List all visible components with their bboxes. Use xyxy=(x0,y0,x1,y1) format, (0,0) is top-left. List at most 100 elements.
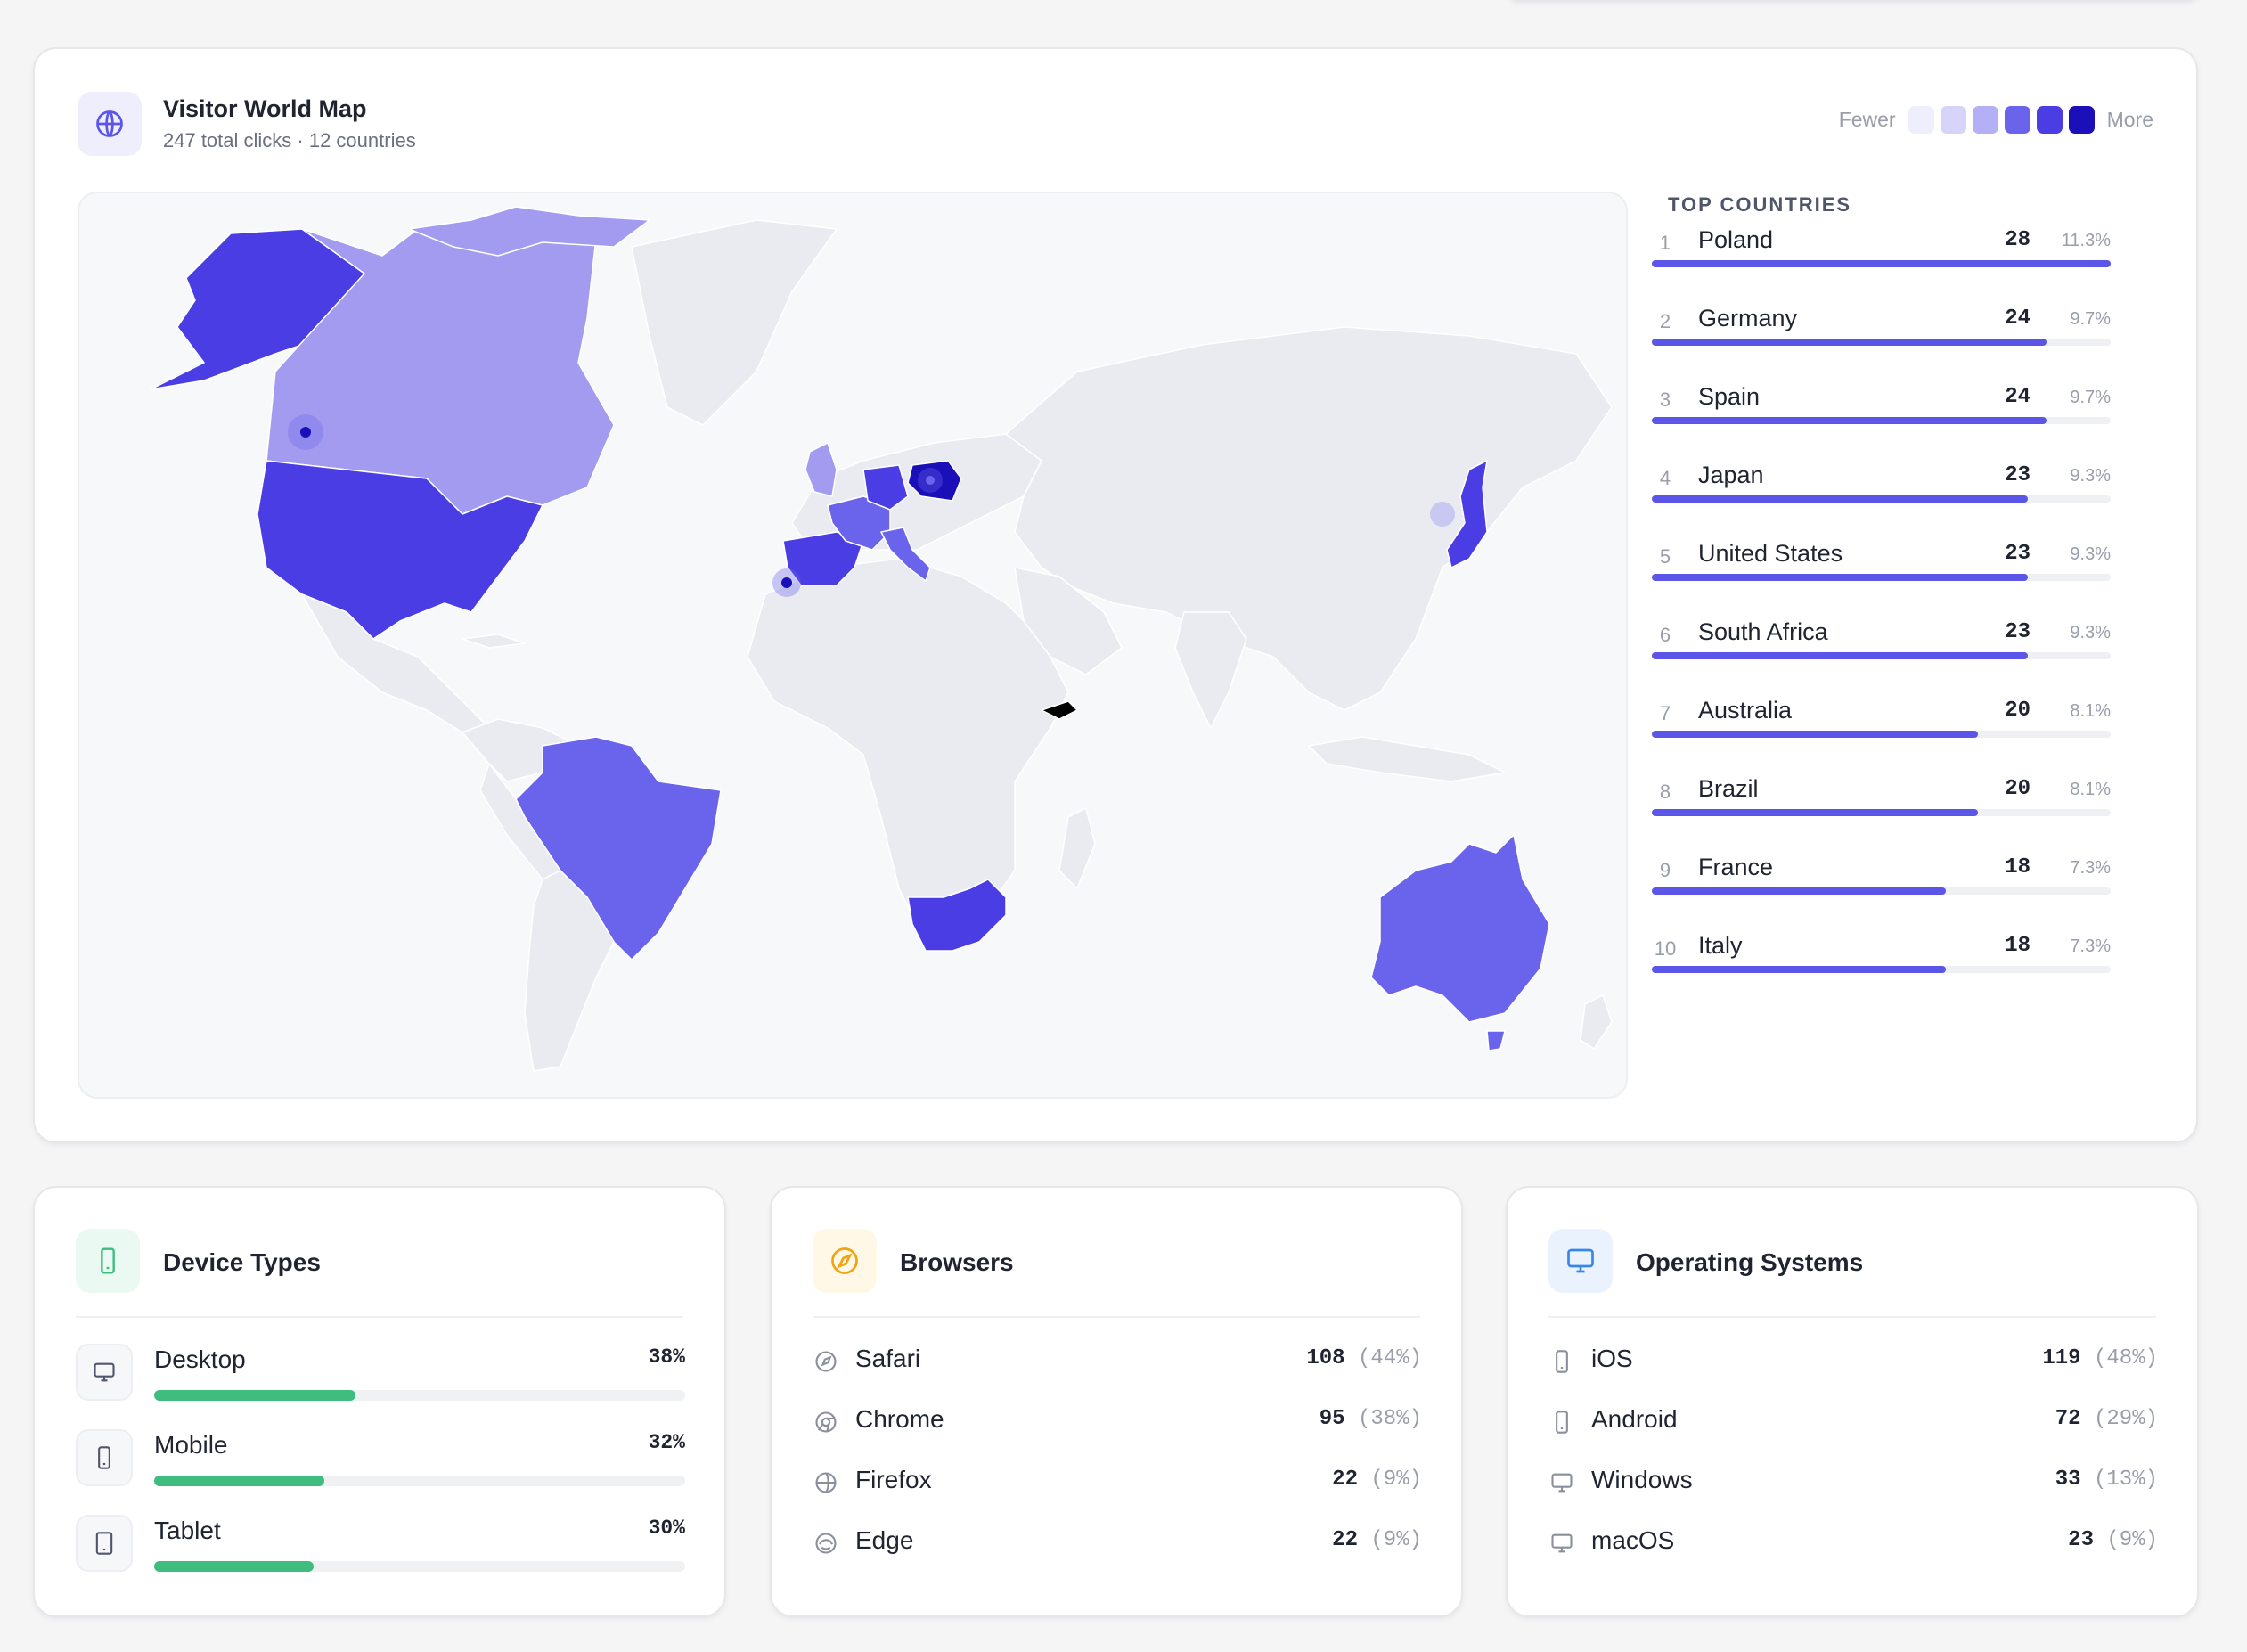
operating-systems-row-macos: macOS 23 (9%) xyxy=(1548,1526,2158,1580)
country-count: 18 xyxy=(2005,855,2030,879)
device-icon-tile xyxy=(76,1429,133,1486)
country-rank: 4 xyxy=(1659,467,1671,489)
map-country-greenland[interactable] xyxy=(631,219,838,426)
country-percent: 9.7% xyxy=(2070,309,2111,329)
browser-icon xyxy=(831,1247,858,1274)
map-country-italy[interactable] xyxy=(880,527,931,582)
divider xyxy=(1548,1316,2156,1318)
divider xyxy=(76,1316,683,1318)
row-icon xyxy=(1548,1348,1575,1375)
map-country-united-states[interactable] xyxy=(257,460,543,640)
device-bar-fill xyxy=(154,1390,356,1401)
row-icon xyxy=(1548,1409,1575,1435)
row-percent: (9%) xyxy=(1370,1528,1422,1552)
map-country-india[interactable] xyxy=(1174,611,1247,729)
country-bar-fill xyxy=(1652,652,2029,659)
country-percent: 7.3% xyxy=(2070,858,2111,878)
device-label: Mobile xyxy=(154,1431,228,1459)
top-country-row[interactable]: 5 United States 23 9.3% xyxy=(1652,529,2111,608)
monitor-icon xyxy=(94,1362,115,1382)
smartphone-icon xyxy=(1556,1350,1568,1373)
country-bar-track xyxy=(1652,495,2111,503)
browsers-card: Browsers Safari 108 (44%) Chrome 95 (38%) Fi… xyxy=(770,1186,1463,1617)
map-country-africa[interactable] xyxy=(747,558,1069,943)
device-label: Desktop xyxy=(154,1345,246,1373)
row-percent: (29%) xyxy=(2093,1407,2158,1431)
country-name: Poland xyxy=(1698,226,1774,253)
country-bar-fill xyxy=(1652,574,2029,581)
card-title: Operating Systems xyxy=(1636,1248,1864,1276)
map-region-indonesia xyxy=(1308,736,1506,782)
country-rank: 2 xyxy=(1659,310,1671,332)
country-bar-track xyxy=(1652,574,2111,581)
world-map-svg[interactable] xyxy=(79,193,1628,1099)
browsers-row-chrome: Chrome 95 (38%) xyxy=(813,1405,1422,1459)
legend-swatch xyxy=(1972,106,1998,134)
device-icon-tile xyxy=(76,1344,133,1401)
top-country-row[interactable]: 9 France 18 7.3% xyxy=(1652,843,2111,921)
map-country-madagascar[interactable] xyxy=(1058,807,1096,889)
map-marker[interactable] xyxy=(300,427,311,438)
country-bar-fill xyxy=(1652,731,1978,738)
card-subtitle: 247 total clicks · 12 countries xyxy=(163,129,416,151)
map-country-australia[interactable] xyxy=(1370,834,1550,1023)
top-country-row[interactable]: 7 Australia 20 8.1% xyxy=(1652,686,2111,765)
browsers-row-safari: Safari 108 (44%) xyxy=(813,1345,1422,1398)
map-country-south-africa[interactable] xyxy=(907,879,1007,952)
device-bar-track xyxy=(154,1390,685,1401)
row-percent: (9%) xyxy=(2106,1528,2158,1552)
top-country-row[interactable]: 6 South Africa 23 9.3% xyxy=(1652,608,2111,686)
country-percent: 9.7% xyxy=(2070,388,2111,407)
country-percent: 7.3% xyxy=(2070,936,2111,956)
map-country-uk[interactable] xyxy=(805,442,838,497)
top-country-row[interactable]: 8 Brazil 20 8.1% xyxy=(1652,765,2111,843)
map-marker[interactable] xyxy=(926,476,935,485)
row-percent: (44%) xyxy=(1357,1346,1422,1370)
device-percent: 32% xyxy=(648,1431,685,1454)
country-bar-track xyxy=(1652,809,2111,816)
top-country-row[interactable]: 10 Italy 18 7.3% xyxy=(1652,921,2111,1000)
smartphone-icon xyxy=(1556,1411,1568,1434)
country-percent: 8.1% xyxy=(2070,780,2111,799)
map-country-somalia[interactable] xyxy=(1041,700,1078,720)
row-label: macOS xyxy=(1591,1526,1675,1554)
legend-swatch xyxy=(2036,106,2063,134)
row-label: Firefox xyxy=(855,1466,932,1493)
map-country-alaska[interactable] xyxy=(150,228,365,390)
country-rank: 10 xyxy=(1654,937,1677,960)
country-bar-fill xyxy=(1652,966,1946,973)
world-map[interactable] xyxy=(78,192,1628,1099)
country-name: Italy xyxy=(1698,932,1743,959)
row-label: Windows xyxy=(1591,1466,1693,1493)
map-country-argentina[interactable] xyxy=(524,870,615,1072)
map-country-germany[interactable] xyxy=(862,464,909,511)
globe-icon xyxy=(96,110,123,137)
row-label: Chrome xyxy=(855,1405,944,1433)
country-bar-track xyxy=(1652,339,2111,346)
device-icon-box xyxy=(76,1229,140,1293)
country-bar-track xyxy=(1652,731,2111,738)
row-value: 22 (9%) xyxy=(1332,1528,1422,1552)
legend-swatch xyxy=(2068,106,2095,134)
top-country-row[interactable]: 1 Poland 28 11.3% xyxy=(1652,216,2111,294)
map-country-new-zealand[interactable] xyxy=(1580,994,1613,1050)
country-rank: 9 xyxy=(1659,859,1671,881)
top-country-row[interactable]: 3 Spain 24 9.7% xyxy=(1652,372,2111,451)
row-icon xyxy=(813,1530,839,1557)
operating-systems-row-windows: Windows 33 (13%) xyxy=(1548,1466,2158,1519)
top-country-row[interactable]: 2 Germany 24 9.7% xyxy=(1652,294,2111,372)
smartphone-icon xyxy=(101,1247,115,1274)
map-country-japan[interactable] xyxy=(1446,460,1488,568)
top-country-row[interactable]: 4 Japan 23 9.3% xyxy=(1652,451,2111,529)
device-percent: 38% xyxy=(648,1345,685,1369)
country-name: Spain xyxy=(1698,383,1761,410)
row-count: 22 xyxy=(1332,1468,1358,1492)
map-country-poland[interactable] xyxy=(907,460,962,502)
row-percent: (13%) xyxy=(2093,1468,2158,1492)
card-title: Device Types xyxy=(163,1248,321,1276)
country-rank: 1 xyxy=(1659,232,1671,254)
map-marker[interactable] xyxy=(781,577,792,588)
row-label: iOS xyxy=(1591,1345,1633,1372)
chrome-icon xyxy=(815,1411,837,1433)
country-name: South Africa xyxy=(1698,618,1828,645)
